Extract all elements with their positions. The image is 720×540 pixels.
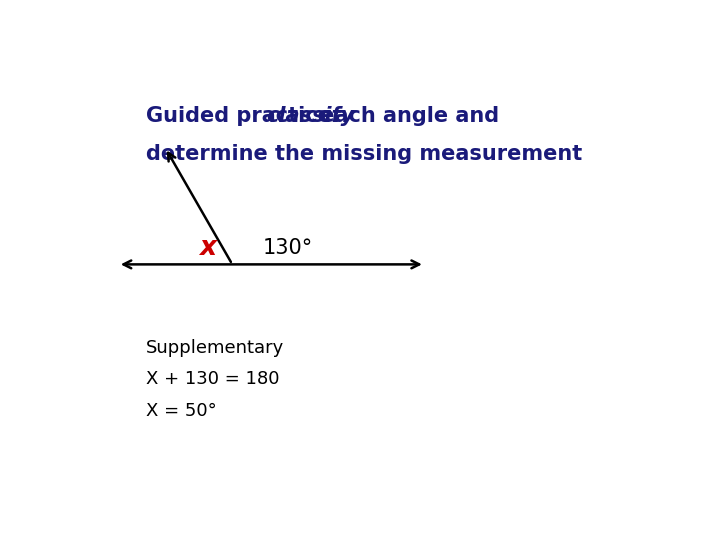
Text: Guided practice:: Guided practice: [145, 106, 347, 126]
Text: X + 130 = 180: X + 130 = 180 [145, 370, 279, 388]
Text: determine the missing measurement: determine the missing measurement [145, 144, 582, 164]
Text: each angle and: each angle and [313, 106, 500, 126]
Text: Supplementary: Supplementary [145, 339, 284, 357]
Text: X = 50°: X = 50° [145, 402, 217, 420]
Text: classify: classify [266, 106, 354, 126]
Text: 130°: 130° [263, 238, 313, 258]
Text: x: x [199, 235, 216, 261]
